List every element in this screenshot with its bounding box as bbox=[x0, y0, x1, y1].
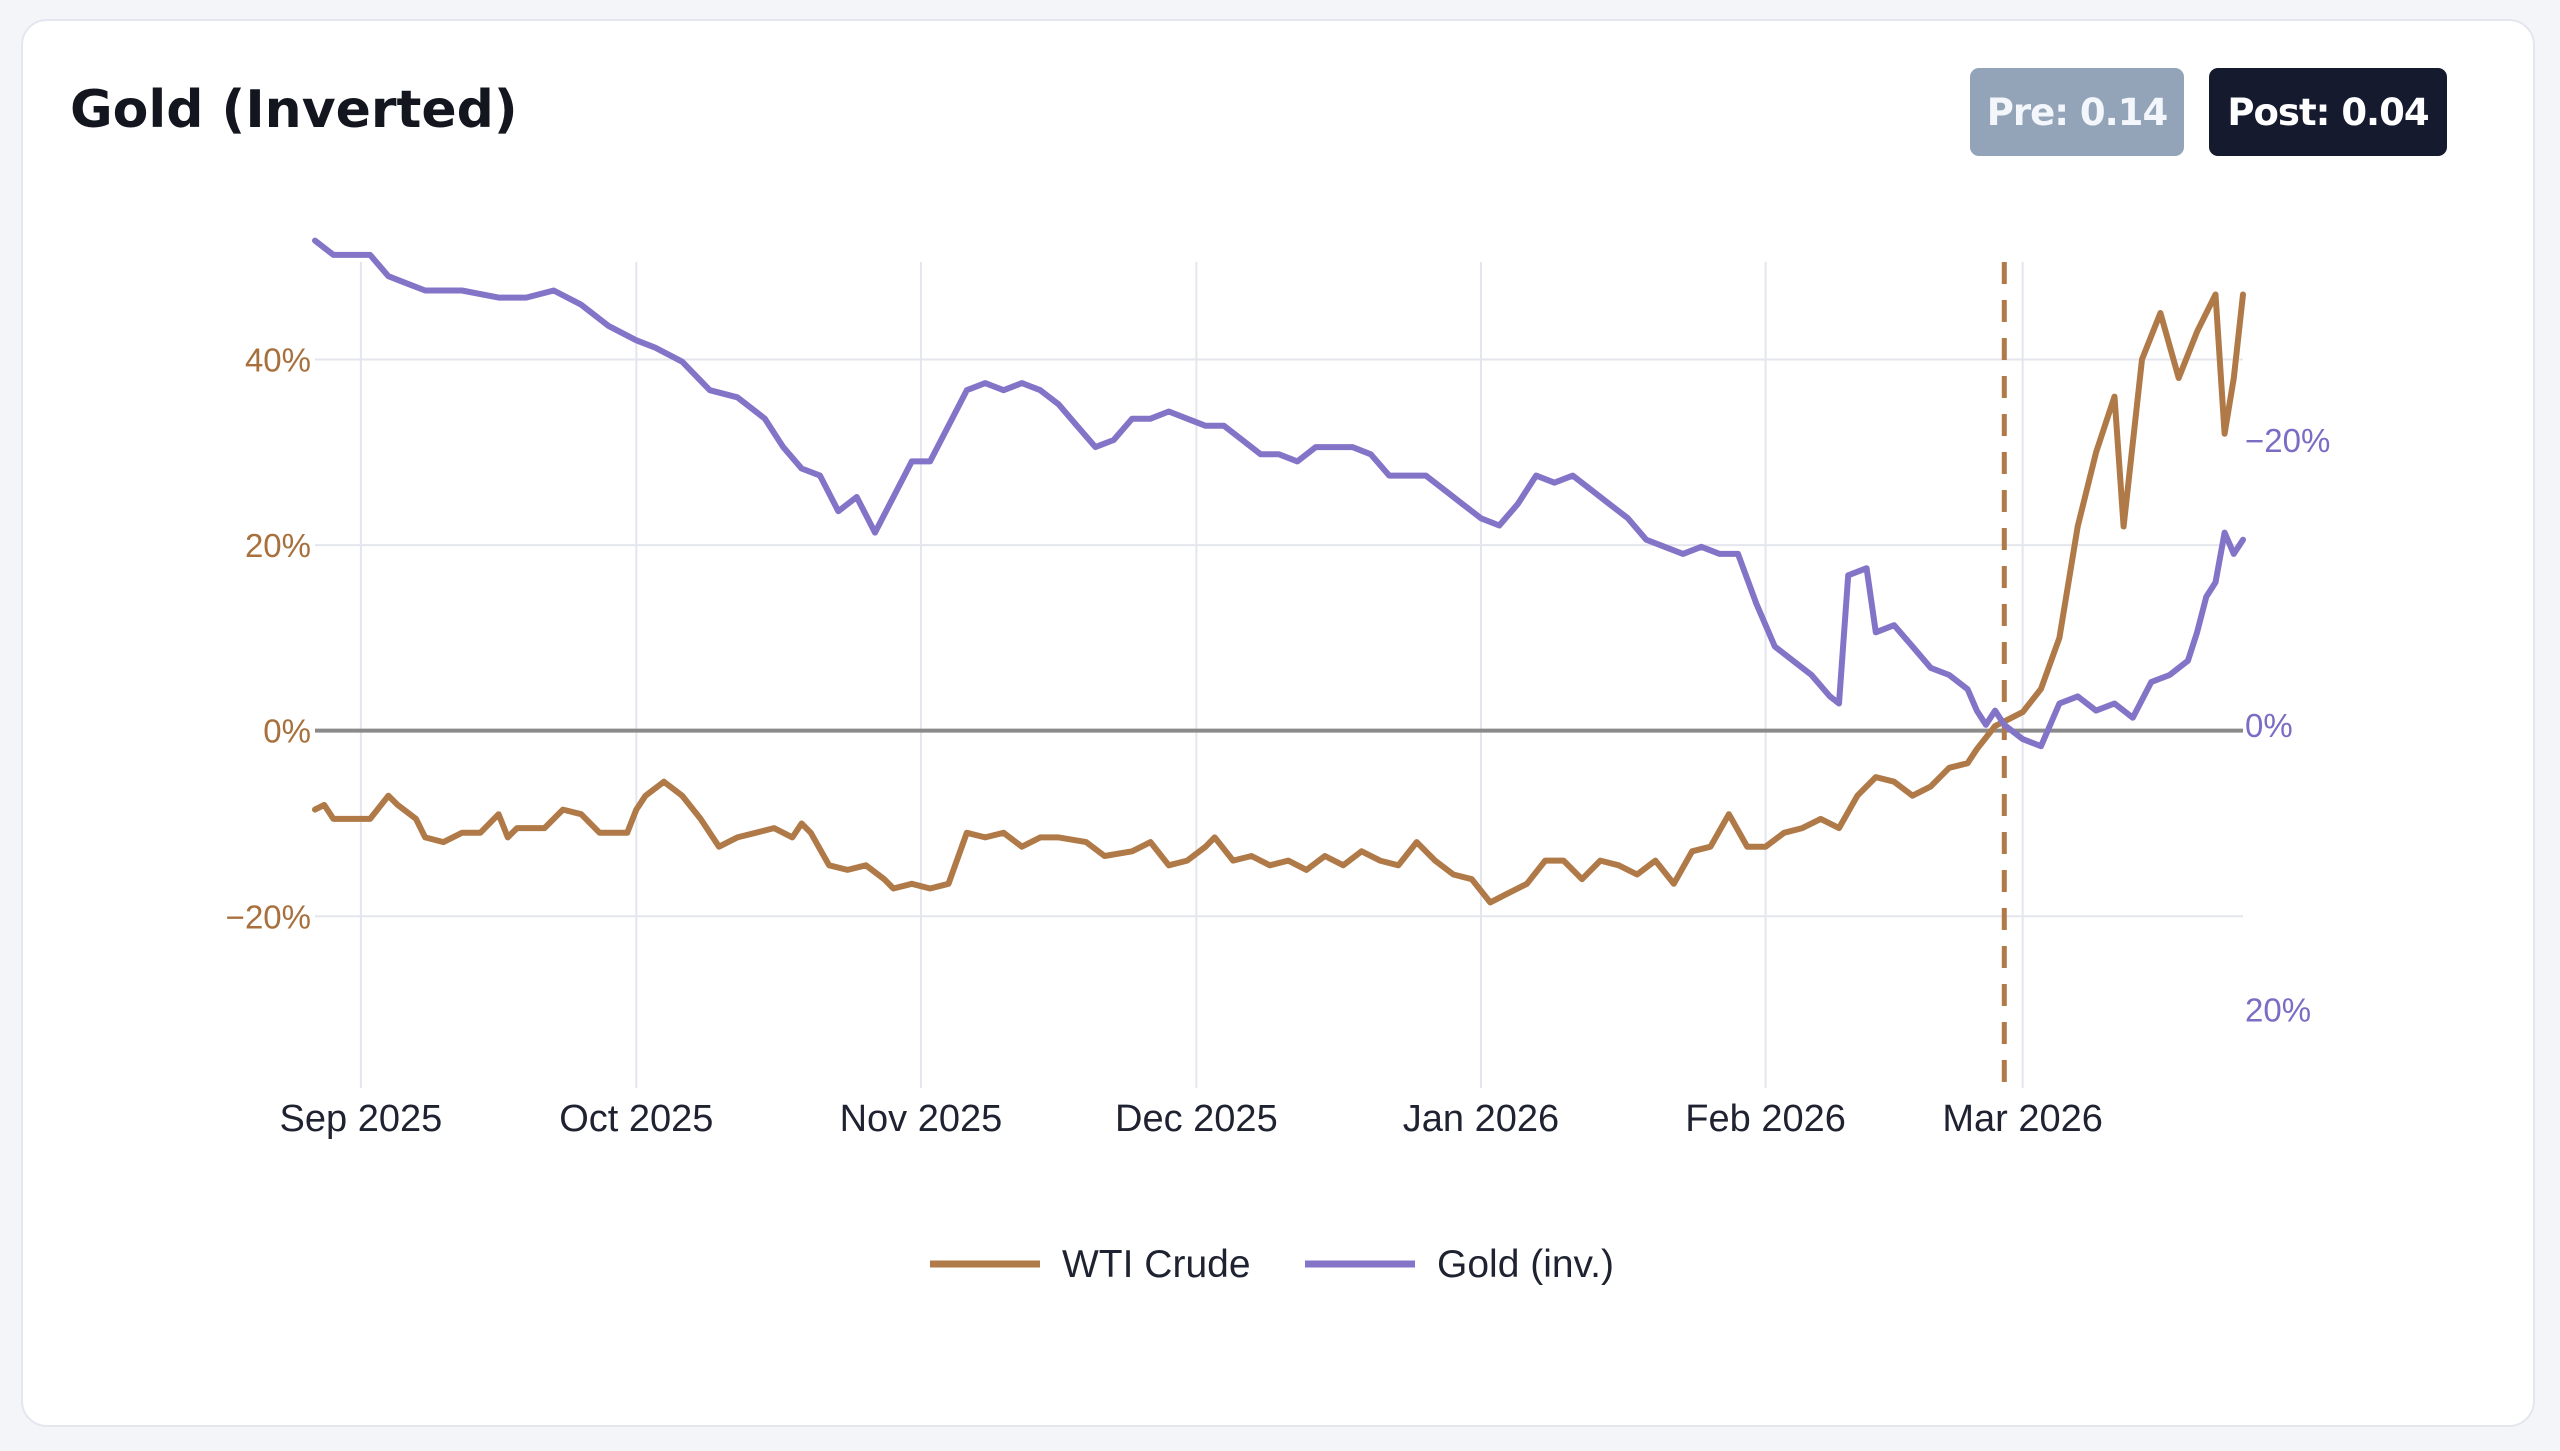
chart-title: Gold (Inverted) bbox=[70, 80, 518, 140]
legend-label: WTI Crude bbox=[1062, 1243, 1251, 1286]
chart-card bbox=[21, 19, 2535, 1427]
legend-label: Gold (inv.) bbox=[1437, 1243, 1614, 1286]
legend-item-wti-crude[interactable]: WTI Crude bbox=[930, 1243, 1251, 1286]
x-tick-label: Feb 2026 bbox=[1685, 1098, 1846, 1140]
x-tick-label: Jan 2026 bbox=[1403, 1098, 1559, 1140]
x-tick-label: Sep 2025 bbox=[280, 1098, 443, 1140]
legend[interactable]: WTI Crude Gold (inv.) bbox=[930, 1243, 1614, 1286]
x-tick-label: Dec 2025 bbox=[1115, 1098, 1278, 1140]
y-left-tick-label: −20% bbox=[226, 898, 311, 935]
wti-crude-series-line[interactable] bbox=[312, 291, 2246, 906]
x-tick-label: Nov 2025 bbox=[840, 1098, 1003, 1140]
axis-layer: Sep 2025 Oct 2025 Nov 2025 Dec 2025 Jan 2026… bbox=[226, 341, 2331, 1140]
y-left-tick-label: 40% bbox=[245, 341, 311, 378]
x-tick-label: Mar 2026 bbox=[1942, 1098, 2103, 1140]
y-right-tick-label: −20% bbox=[2245, 422, 2330, 459]
post-correlation-badge[interactable]: Post: 0.04 bbox=[2209, 68, 2447, 156]
gold-inverted-series-line[interactable] bbox=[312, 237, 2246, 750]
grid-layer bbox=[315, 262, 2243, 1088]
x-tick-label: Oct 2025 bbox=[559, 1098, 713, 1140]
legend-item-gold-inverted[interactable]: Gold (inv.) bbox=[1305, 1243, 1614, 1286]
y-right-tick-label: 20% bbox=[2245, 992, 2311, 1029]
y-left-tick-label: 0% bbox=[263, 713, 311, 750]
y-right-tick-label: 0% bbox=[2245, 707, 2293, 744]
pre-correlation-badge[interactable]: Pre: 0.14 bbox=[1970, 68, 2184, 156]
series-layer bbox=[312, 237, 2246, 906]
y-left-tick-label: 20% bbox=[245, 527, 311, 564]
